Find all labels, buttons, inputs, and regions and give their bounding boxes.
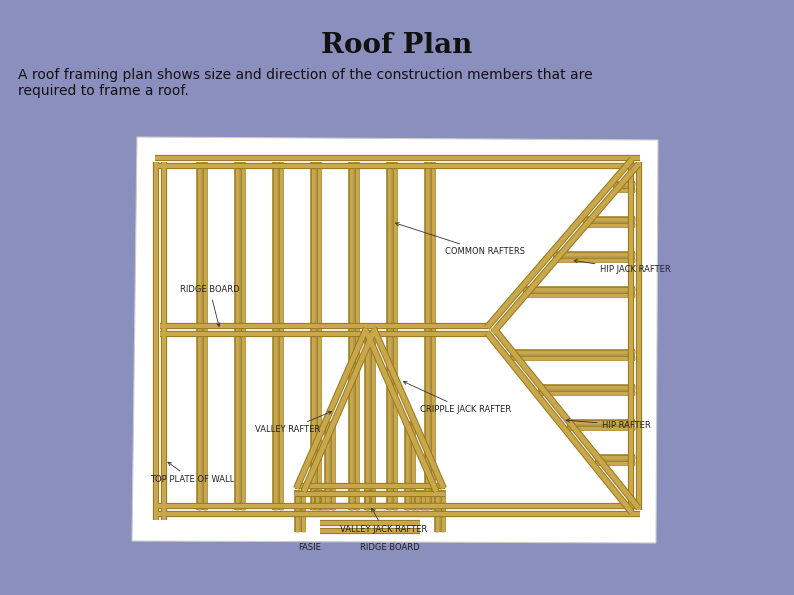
Text: VALLEY JACK RAFTER: VALLEY JACK RAFTER [340, 508, 427, 534]
Text: FASIE: FASIE [299, 543, 322, 552]
Text: A roof framing plan shows size and direction of the construction members that ar: A roof framing plan shows size and direc… [18, 68, 592, 98]
Text: HIP JACK RAFTER: HIP JACK RAFTER [574, 259, 671, 274]
Text: RIDGE BOARD: RIDGE BOARD [180, 286, 240, 327]
Text: CRIPPLE JACK RAFTER: CRIPPLE JACK RAFTER [403, 381, 511, 415]
Text: HIP RAFTER: HIP RAFTER [566, 419, 651, 430]
Polygon shape [132, 137, 658, 543]
Text: RIDGE BOARD: RIDGE BOARD [360, 543, 420, 552]
Text: COMMON RAFTERS: COMMON RAFTERS [395, 223, 525, 256]
Text: Roof Plan: Roof Plan [322, 32, 472, 59]
Text: VALLEY RAFTER: VALLEY RAFTER [255, 411, 332, 434]
Text: TOP PLATE OF WALL: TOP PLATE OF WALL [150, 462, 234, 484]
